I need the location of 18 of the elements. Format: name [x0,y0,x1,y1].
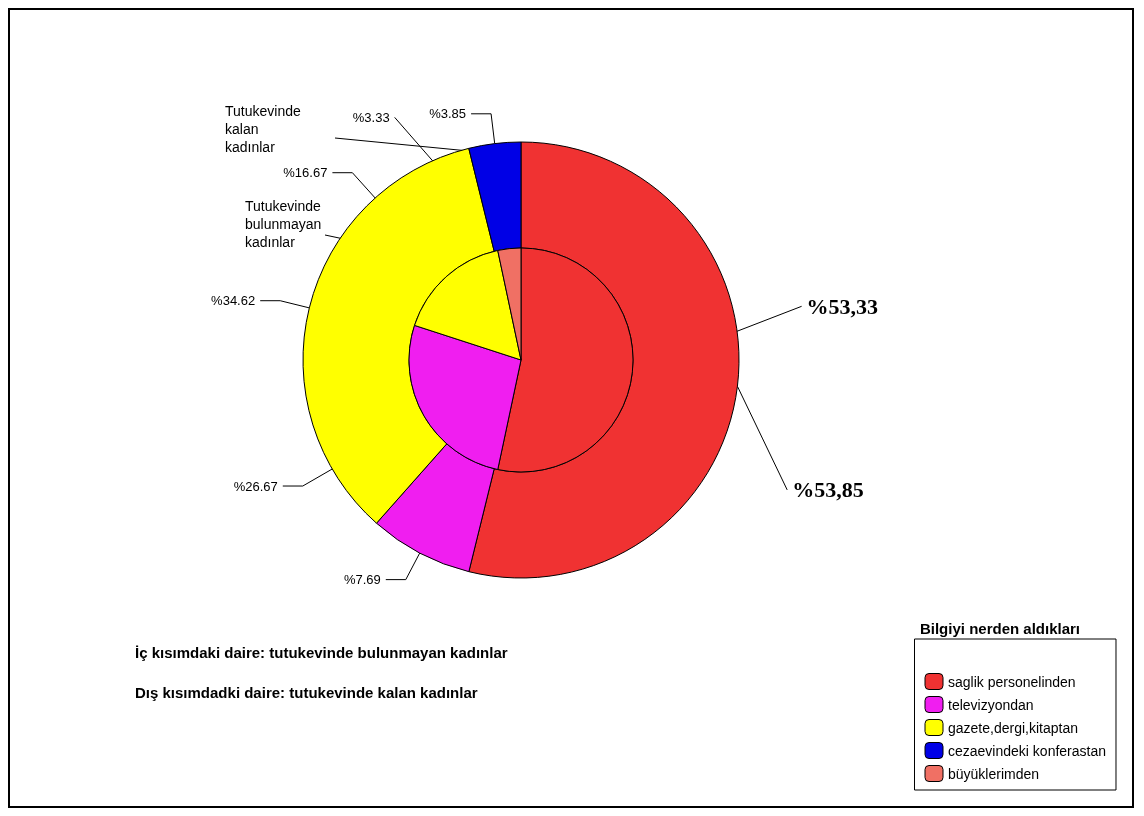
text: Dış kısımdadki daire: tutukevinde kalan kadınlar [135,684,478,701]
data-label: %34.62 [211,293,256,309]
legend-label: cezaevindeki konferastan [948,742,1107,759]
data-label: %53,33 [806,293,879,319]
legend-label: gazete,dergi,kitaptan [948,719,1078,736]
legend-label: saglik personelinden [948,673,1076,690]
data-label: %3.85 [429,106,467,122]
legend-title: Bilgiyi nerden aldıkları [919,620,1081,637]
legend-label: televizyondan [948,696,1034,713]
legend-label: büyüklerimden [948,765,1040,782]
data-label: %26.67 [233,478,278,494]
slice-label: Tutukevinde kalan kadınlar [225,103,301,155]
slice-label: Tutukevinde bulunmayan kadınlar [245,198,322,250]
text: İç kısımdaki daire: tutukevinde bulunmayan kadınlar [135,644,508,661]
data-label: %7.69 [343,572,381,588]
data-label: %53,85 [792,477,864,503]
data-label: %16.67 [283,165,328,181]
data-label: %3.33 [352,109,390,125]
